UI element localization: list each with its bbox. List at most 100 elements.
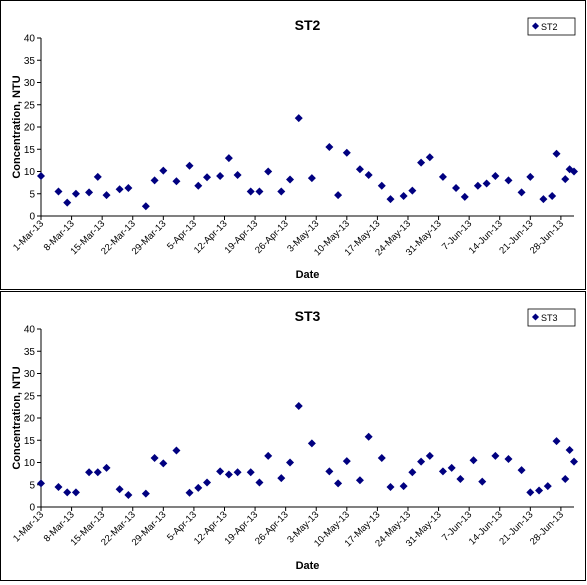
data-point: [325, 467, 334, 476]
data-point: [246, 187, 255, 196]
data-point: [185, 488, 194, 497]
data-point: [102, 191, 111, 200]
legend-box: [527, 308, 576, 327]
data-point: [115, 485, 124, 494]
data-point: [203, 173, 212, 182]
data-point: [491, 451, 500, 460]
data-point: [233, 171, 242, 180]
data-point: [552, 437, 561, 446]
data-point: [54, 482, 63, 491]
y-tick-label: 10: [24, 167, 36, 178]
data-point: [150, 454, 159, 463]
data-point: [517, 188, 526, 197]
data-point: [141, 202, 150, 211]
data-point: [150, 176, 159, 185]
x-tick-label: 1-Mar-13: [11, 218, 46, 253]
legend: ST3: [527, 308, 576, 327]
data-point: [386, 482, 395, 491]
legend-label: ST2: [541, 22, 558, 32]
data-point: [504, 454, 513, 463]
data-point: [93, 468, 102, 477]
data-point: [364, 432, 373, 441]
x-tick-label: 1-Mar-13: [11, 509, 46, 544]
y-tick-label: 40: [24, 34, 36, 45]
legend: ST2: [527, 17, 576, 36]
data-point: [425, 451, 434, 460]
y-tick-label: 20: [24, 123, 36, 134]
data-point: [294, 401, 303, 410]
y-tick-label: 15: [24, 145, 36, 156]
data-point: [216, 467, 225, 476]
data-point: [255, 478, 264, 487]
data-point: [438, 467, 447, 476]
data-point: [469, 456, 478, 465]
legend-label: ST3: [541, 313, 558, 323]
data-point: [286, 458, 295, 467]
data-point: [172, 446, 181, 455]
data-point: [264, 451, 273, 460]
data-point: [37, 479, 45, 488]
chart-panel-st2: ST2 ST2 0 5 10 15 20 25 30 35 40 1-Mar-13 8-Mar-13 15…: [0, 0, 586, 290]
data-point: [377, 454, 386, 463]
x-axis-title: Date: [296, 560, 320, 572]
data-point: [570, 457, 578, 466]
data-point: [224, 154, 233, 163]
y-tick-label: 35: [24, 56, 36, 67]
y-axis-title: Concentration, NTU: [11, 75, 23, 178]
data-point: [570, 167, 578, 176]
data-point: [194, 483, 203, 492]
y-tick-label: 0: [29, 503, 35, 514]
data-point: [286, 175, 295, 184]
y-tick-label: 40: [24, 325, 36, 336]
data-point: [478, 477, 487, 486]
data-point: [438, 172, 447, 181]
data-point: [543, 482, 552, 491]
data-point: [342, 148, 351, 157]
legend-marker: [531, 22, 540, 30]
data-point: [85, 188, 94, 197]
data-point: [54, 187, 63, 196]
data-point: [355, 165, 364, 174]
data-point: [102, 463, 111, 472]
data-point: [264, 167, 273, 176]
data-point: [124, 183, 133, 192]
data-point: [325, 143, 334, 152]
data-point: [456, 474, 465, 483]
data-point: [535, 486, 544, 495]
data-point: [159, 459, 168, 468]
chart-title: ST2: [295, 17, 321, 33]
data-point: [255, 187, 264, 196]
data-point: [417, 457, 426, 466]
data-point: [334, 479, 343, 488]
data-point: [294, 114, 303, 123]
data-point: [552, 149, 561, 158]
y-axis-title: Concentration, NTU: [11, 366, 23, 469]
data-point: [355, 476, 364, 485]
chart-title: ST3: [295, 308, 321, 324]
y-tick-label: 5: [29, 480, 35, 491]
data-point: [447, 463, 456, 472]
y-tick-label: 35: [24, 347, 36, 358]
data-point: [417, 158, 426, 167]
data-point: [115, 185, 124, 194]
data-point: [386, 195, 395, 204]
data-point: [377, 181, 386, 190]
chart-st2: ST2 ST205101520253035401-Mar-138-Mar-1315…: [11, 17, 578, 281]
x-tick-label: 26-Apr-13: [253, 218, 291, 256]
data-point: [307, 439, 316, 448]
data-point: [342, 457, 351, 466]
chart-panel-st3: ST3 ST3 0 5 10 15 20 25 30 35 40 1-Mar-13 8-Mar-13 15…: [0, 291, 586, 581]
data-point: [85, 468, 94, 477]
y-tick-label: 25: [24, 100, 36, 111]
data-point: [185, 161, 194, 170]
data-point: [399, 191, 408, 200]
data-point: [526, 488, 535, 497]
data-point: [216, 171, 225, 180]
y-tick-label: 10: [24, 458, 36, 469]
data-point: [364, 171, 373, 180]
y-tick-label: 30: [24, 78, 36, 89]
x-axis-title: Date: [296, 269, 320, 281]
data-point: [526, 172, 535, 181]
data-point: [565, 446, 574, 455]
